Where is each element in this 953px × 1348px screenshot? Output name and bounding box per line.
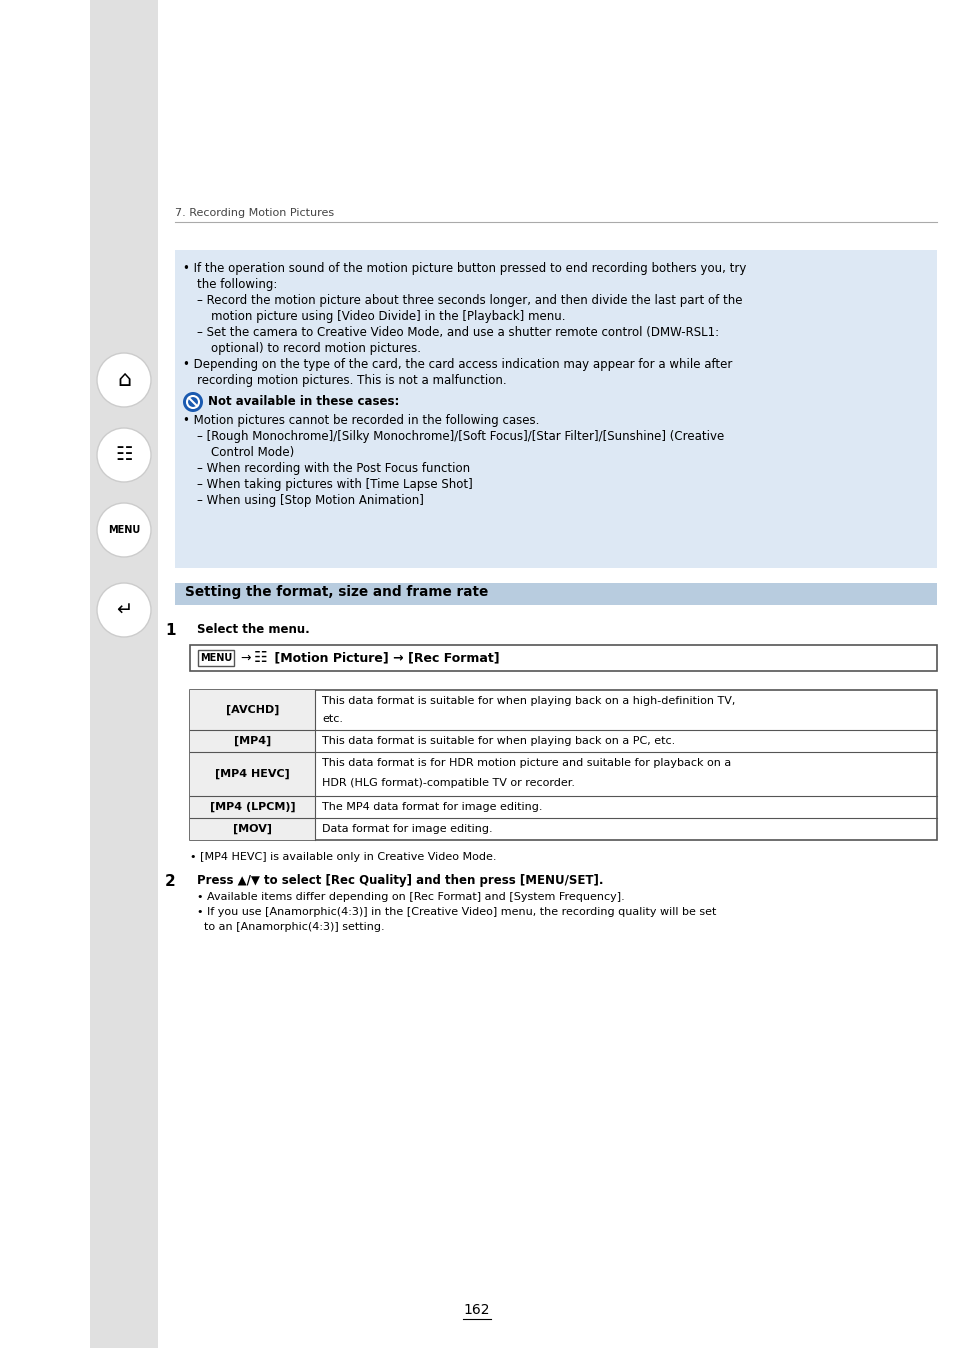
Circle shape bbox=[183, 392, 203, 412]
Text: [MP4 (LPCM)]: [MP4 (LPCM)] bbox=[210, 802, 295, 811]
Text: Setting the format, size and frame rate: Setting the format, size and frame rate bbox=[185, 585, 488, 599]
Text: • [MP4 HEVC] is available only in Creative Video Mode.: • [MP4 HEVC] is available only in Creati… bbox=[190, 852, 496, 861]
Circle shape bbox=[97, 429, 151, 483]
Text: 2: 2 bbox=[165, 874, 175, 888]
Text: HDR (HLG format)-compatible TV or recorder.: HDR (HLG format)-compatible TV or record… bbox=[322, 778, 575, 789]
Bar bbox=[90, 0, 158, 1348]
Text: [Motion Picture] → [Rec Format]: [Motion Picture] → [Rec Format] bbox=[270, 651, 499, 665]
Text: • Motion pictures cannot be recorded in the following cases.: • Motion pictures cannot be recorded in … bbox=[183, 414, 538, 427]
Text: – When recording with the Post Focus function: – When recording with the Post Focus fun… bbox=[196, 462, 470, 474]
Text: motion picture using [Video Divide] in the [Playback] menu.: motion picture using [Video Divide] in t… bbox=[211, 310, 565, 324]
Text: to an [Anamorphic(4:3)] setting.: to an [Anamorphic(4:3)] setting. bbox=[196, 922, 384, 931]
Text: ☷: ☷ bbox=[115, 445, 132, 465]
Text: • Available items differ depending on [Rec Format] and [System Frequency].: • Available items differ depending on [R… bbox=[196, 892, 624, 902]
Bar bbox=[190, 731, 314, 752]
Text: ↵: ↵ bbox=[115, 600, 132, 620]
Text: 7. Recording Motion Pictures: 7. Recording Motion Pictures bbox=[174, 208, 334, 218]
Text: 1: 1 bbox=[165, 623, 175, 638]
Bar bbox=[174, 249, 936, 568]
Bar bbox=[190, 797, 314, 818]
Text: • If you use [Anamorphic(4:3)] in the [Creative Video] menu, the recording quali: • If you use [Anamorphic(4:3)] in the [C… bbox=[196, 907, 716, 917]
Text: – Set the camera to Creative Video Mode, and use a shutter remote control (DMW-R: – Set the camera to Creative Video Mode,… bbox=[196, 326, 719, 338]
Bar bbox=[174, 582, 936, 605]
Text: Data format for image editing.: Data format for image editing. bbox=[322, 824, 492, 834]
Circle shape bbox=[97, 582, 151, 638]
Text: • If the operation sound of the motion picture button pressed to end recording b: • If the operation sound of the motion p… bbox=[183, 262, 745, 275]
Text: The MP4 data format for image editing.: The MP4 data format for image editing. bbox=[322, 802, 542, 811]
Circle shape bbox=[97, 353, 151, 407]
Text: This data format is suitable for when playing back on a high-definition TV,: This data format is suitable for when pl… bbox=[322, 696, 735, 706]
Text: Control Mode): Control Mode) bbox=[211, 446, 294, 460]
Text: [AVCHD]: [AVCHD] bbox=[226, 705, 279, 716]
Text: – When using [Stop Motion Animation]: – When using [Stop Motion Animation] bbox=[196, 493, 423, 507]
Bar bbox=[190, 690, 936, 840]
Text: [MP4 HEVC]: [MP4 HEVC] bbox=[214, 768, 290, 779]
Text: [MP4]: [MP4] bbox=[233, 736, 271, 747]
Text: recording motion pictures. This is not a malfunction.: recording motion pictures. This is not a… bbox=[196, 373, 506, 387]
Text: Select the menu.: Select the menu. bbox=[196, 623, 310, 636]
Bar bbox=[198, 650, 233, 666]
Text: Press ▲/▼ to select [Rec Quality] and then press [MENU/SET].: Press ▲/▼ to select [Rec Quality] and th… bbox=[196, 874, 603, 887]
Bar bbox=[190, 690, 314, 731]
Circle shape bbox=[97, 503, 151, 557]
Text: etc.: etc. bbox=[322, 714, 343, 724]
Bar bbox=[190, 818, 314, 840]
Bar bbox=[190, 644, 936, 671]
Text: MENU: MENU bbox=[200, 652, 232, 663]
Text: [MOV]: [MOV] bbox=[233, 824, 272, 834]
Text: MENU: MENU bbox=[108, 524, 140, 535]
Text: Not available in these cases:: Not available in these cases: bbox=[208, 395, 399, 408]
Text: – [Rough Monochrome]/[Silky Monochrome]/[Soft Focus]/[Star Filter]/[Sunshine] (C: – [Rough Monochrome]/[Silky Monochrome]/… bbox=[196, 430, 723, 443]
Text: the following:: the following: bbox=[196, 278, 277, 291]
Text: 162: 162 bbox=[463, 1304, 490, 1317]
Text: This data format is for HDR motion picture and suitable for playback on a: This data format is for HDR motion pictu… bbox=[322, 758, 731, 768]
Text: – When taking pictures with [Time Lapse Shot]: – When taking pictures with [Time Lapse … bbox=[196, 479, 473, 491]
Text: →: → bbox=[240, 651, 251, 665]
Text: – Record the motion picture about three seconds longer, and then divide the last: – Record the motion picture about three … bbox=[196, 294, 741, 307]
Text: ⌂: ⌂ bbox=[117, 369, 131, 390]
Text: optional) to record motion pictures.: optional) to record motion pictures. bbox=[211, 342, 420, 355]
Text: This data format is suitable for when playing back on a PC, etc.: This data format is suitable for when pl… bbox=[322, 736, 675, 745]
Text: • Depending on the type of the card, the card access indication may appear for a: • Depending on the type of the card, the… bbox=[183, 359, 732, 371]
Bar bbox=[190, 752, 314, 797]
Text: ☷: ☷ bbox=[253, 651, 268, 666]
